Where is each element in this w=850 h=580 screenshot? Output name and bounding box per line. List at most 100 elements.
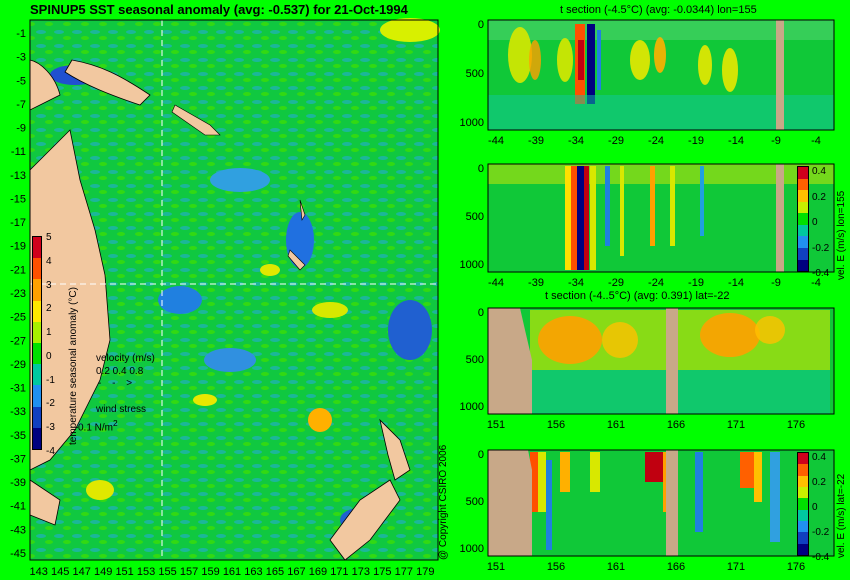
panel-x-tick: -34	[568, 135, 584, 147]
panel-1-x-ticks: -44 -39 -34 -29 -24 -19 -14 -9 -4	[488, 135, 821, 147]
sst-colorbar-swatch	[33, 258, 41, 280]
panel-x-tick: 156	[547, 561, 565, 573]
panel-y-tick: 0	[478, 19, 484, 31]
panel-2-y-ticks: 0 500 1000	[460, 163, 484, 271]
vel-colorbar-tick: 0.2	[812, 191, 826, 203]
panel-x-tick: 166	[667, 419, 685, 431]
panel-2-x-ticks: -44 -39 -34 -29 -24 -19 -14 -9 -4	[488, 277, 821, 289]
map-x-tick: 171	[330, 566, 348, 578]
vel-colorbar-tick: -0.4	[812, 552, 830, 563]
panel-y-tick: 500	[466, 496, 484, 508]
panel-y-tick: 500	[466, 354, 484, 366]
panel-3-y-ticks: 0 500 1000	[460, 307, 484, 413]
sst-colorbar-swatch	[33, 364, 41, 386]
map-x-tick: 161	[223, 566, 241, 578]
sst-colorbar-tick: 0	[46, 350, 52, 362]
panel-x-tick: 151	[487, 561, 505, 573]
vel-colorbar-tick: 0.4	[812, 452, 826, 463]
vel-colorbar-swatch	[798, 259, 808, 272]
panel-4-x-ticks: 151 156 161 166 171 176	[487, 561, 805, 573]
sst-colorbar-swatch	[33, 343, 41, 365]
map-y-tick: -11	[11, 146, 26, 158]
panel-x-tick: -39	[528, 135, 544, 147]
map-y-tick: -41	[10, 501, 26, 513]
sst-colorbar-swatch	[33, 321, 41, 344]
panel-x-tick: 171	[727, 561, 745, 573]
sst-colorbar-swatch	[33, 385, 41, 407]
panel-x-tick: -24	[648, 277, 664, 289]
vel-colorbar-tick: -0.4	[812, 268, 830, 279]
vel-colorbar-swatch	[798, 167, 808, 179]
map-y-tick: -31	[10, 383, 26, 395]
map-x-tick: 163	[244, 566, 262, 578]
panel-1-y-ticks: 0 500 1000	[460, 19, 484, 129]
panel-y-tick: 500	[466, 68, 484, 80]
velocity-legend-label: velocity (m/s)	[96, 353, 155, 364]
panel-x-tick: -24	[648, 135, 664, 147]
land-new-guinea	[64, 59, 151, 106]
panel-y-tick: 0	[478, 307, 484, 319]
panel-x-tick: 171	[727, 419, 745, 431]
sst-colorbar	[32, 236, 42, 450]
velocity-legend-values: 0.2 0.4 0.8	[96, 366, 144, 377]
panel-x-tick: 176	[787, 419, 805, 431]
sst-colorbar-tick: -3	[46, 422, 55, 434]
panel-y-tick: 1000	[460, 543, 484, 555]
map-y-tick: -13	[10, 170, 26, 182]
panel-x-tick: 161	[607, 419, 625, 431]
vel-colorbar-swatch	[798, 475, 808, 487]
map-x-tick: 151	[115, 566, 133, 578]
sst-colorbar-tick: 5	[46, 232, 52, 243]
vel-colorbar-swatch	[798, 498, 808, 510]
panel-y-tick: 500	[466, 211, 484, 223]
vel-colorbar-tick: 0	[812, 217, 818, 228]
sst-colorbar-ticks: 5 4 3 2 1 0 -1 -2 -3 -4	[46, 232, 66, 457]
panel-x-tick: -19	[688, 277, 704, 289]
panel-x-tick: 161	[607, 561, 625, 573]
map-y-tick: -23	[10, 288, 26, 300]
panel-1: -44 -39 -34 -29 -24 -19 -14 -9 -4 0 500 1000	[460, 19, 835, 147]
vel-colorbar-swatch	[798, 532, 808, 544]
vel-colorbar-swatch	[798, 178, 808, 191]
land-vanuatu	[299, 199, 306, 221]
land-solomon	[171, 104, 221, 136]
vel-colorbar-swatch	[798, 453, 808, 465]
vel-colorbar-2-label: vel. E (m/s) lat=-22	[836, 473, 847, 558]
map-x-tick: 175	[373, 566, 391, 578]
map-x-tick: 153	[137, 566, 155, 578]
vel-colorbar-tick: 0.2	[812, 477, 826, 488]
vel-colorbar-tick: 0.4	[812, 166, 826, 177]
panel-x-tick: 176	[787, 561, 805, 573]
sst-colorbar-tick: 2	[46, 303, 52, 315]
sst-colorbar-tick: -1	[46, 374, 55, 386]
vel-colorbar-swatch	[798, 509, 808, 521]
panel-x-tick: -4	[811, 277, 821, 289]
vel-colorbar-1-ticks: 0.4 0.2 0 -0.2 -0.4	[812, 162, 838, 279]
panel-x-tick: 156	[547, 419, 565, 431]
map-y-tick: -39	[10, 477, 26, 489]
panel-x-tick: -14	[728, 135, 744, 147]
panel-3-x-ticks: 151 156 161 166 171 176	[487, 419, 805, 431]
panel-x-tick: -14	[728, 277, 744, 289]
panel-x-tick: -9	[771, 277, 781, 289]
map-y-tick: -3	[16, 52, 26, 64]
land-nz-north	[379, 418, 411, 481]
map-y-tick: -35	[10, 430, 26, 442]
panel-3-title: t section (-4..5°C) (avg: 0.391) lat=-22	[545, 290, 730, 302]
map-x-ticks: 143 145 147 149 151 153 155 157 159 161 163 165 167 1…	[30, 566, 435, 578]
panel-x-tick: -44	[488, 277, 504, 289]
sst-colorbar-tick: -2	[46, 398, 55, 410]
map-y-tick: -29	[10, 359, 26, 371]
map-x-tick: 167	[287, 566, 305, 578]
vel-colorbar-tick: 0	[812, 502, 818, 513]
map-x-tick: 159	[201, 566, 219, 578]
map-x-tick: 155	[158, 566, 176, 578]
section-panels: -44 -39 -34 -29 -24 -19 -14 -9 -4 0 500 1000 -44 -3…	[460, 19, 835, 573]
panel-y-tick: 0	[478, 449, 484, 461]
map-y-tick: -45	[10, 548, 26, 560]
panel-4-y-ticks: 0 500 1000	[460, 449, 484, 555]
sst-colorbar-swatch	[33, 406, 41, 428]
map-y-tick: -21	[10, 264, 26, 276]
panel-4: 151 156 161 166 171 176 0 500 1000	[460, 449, 835, 573]
vel-colorbar-swatch	[798, 486, 808, 499]
